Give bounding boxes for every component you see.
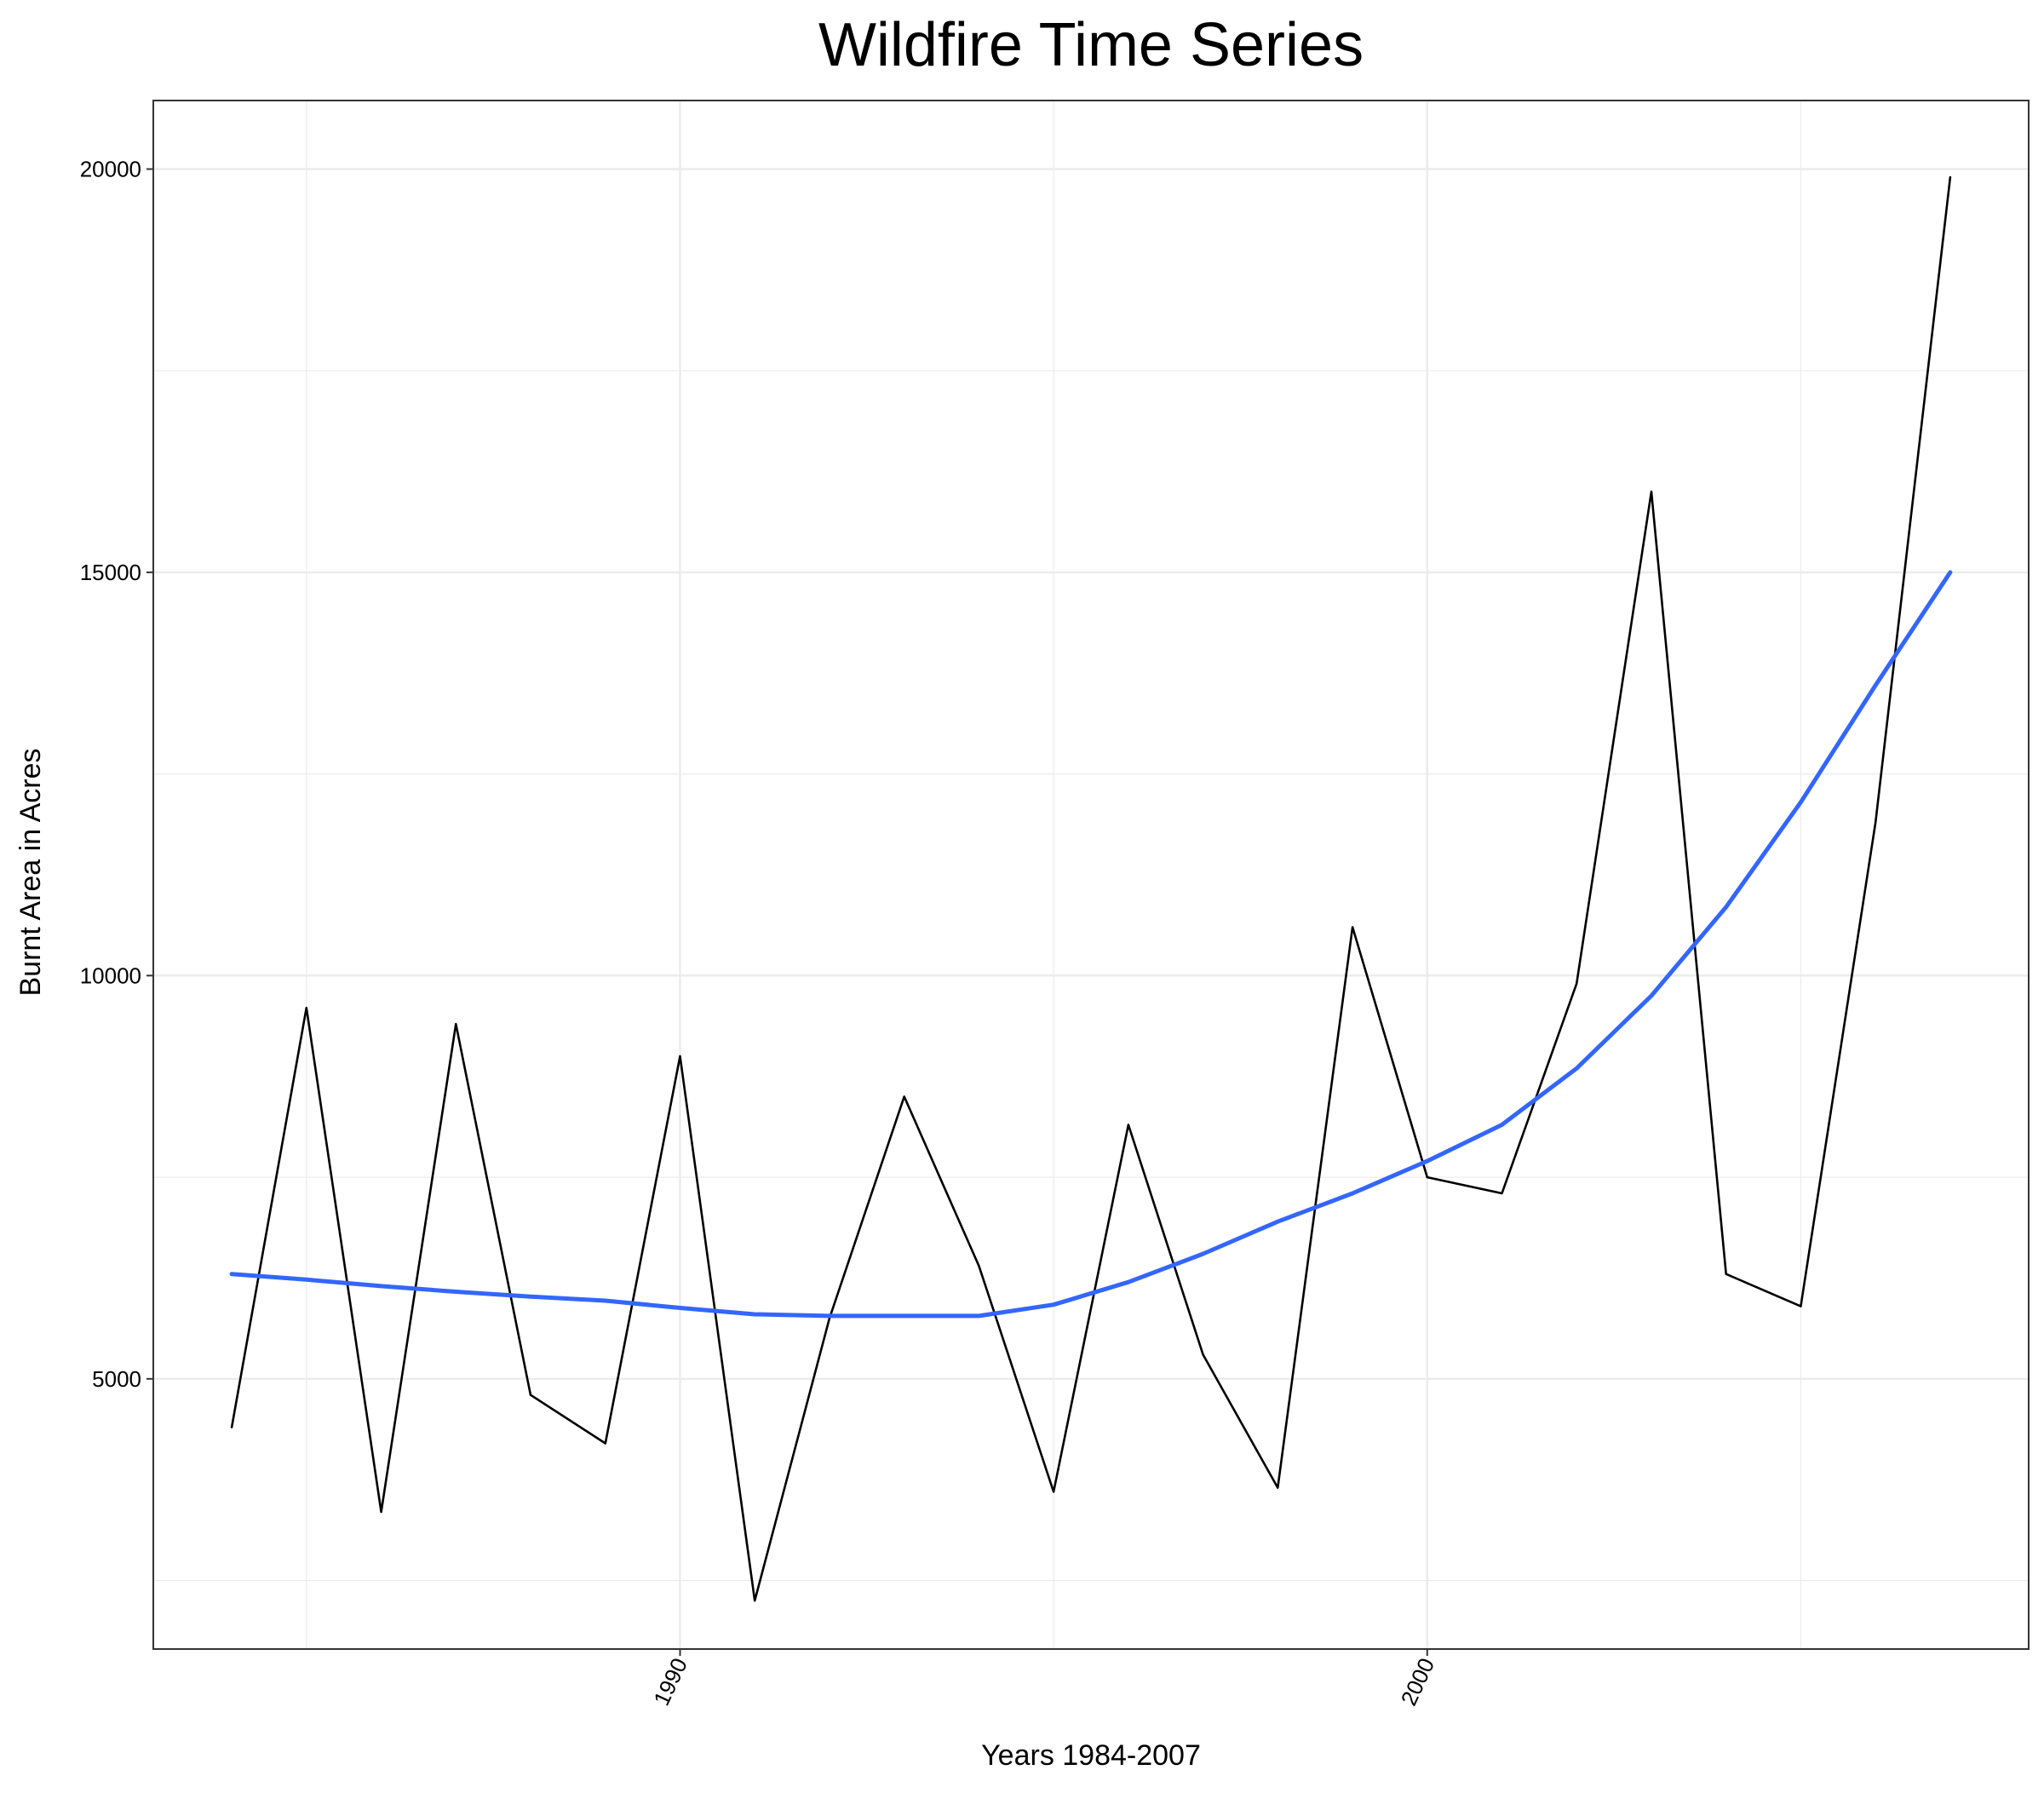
x-tick-label: 2000 (1396, 1654, 1440, 1710)
y-tick-label: 10000 (80, 963, 141, 988)
x-tick-label: 1990 (648, 1654, 692, 1710)
x-axis-title: Years 1984-2007 (981, 1739, 1201, 1772)
smoothed-trend-line (229, 570, 1953, 1319)
y-axis-title: Burnt Area in Acres (14, 748, 47, 996)
chart-title: Wildfire Time Series (818, 11, 1364, 79)
plot-panel-border (152, 100, 2030, 1650)
y-tick-label: 20000 (80, 156, 141, 181)
y-tick-label: 15000 (80, 560, 141, 585)
burnt-area-line (230, 175, 1952, 1602)
grid-lines (153, 101, 2029, 1649)
y-tick-label: 5000 (92, 1366, 141, 1392)
axes: 5000 10000 15000 20000 1990 2000 (80, 156, 1440, 1709)
series-lines (229, 175, 1953, 1602)
